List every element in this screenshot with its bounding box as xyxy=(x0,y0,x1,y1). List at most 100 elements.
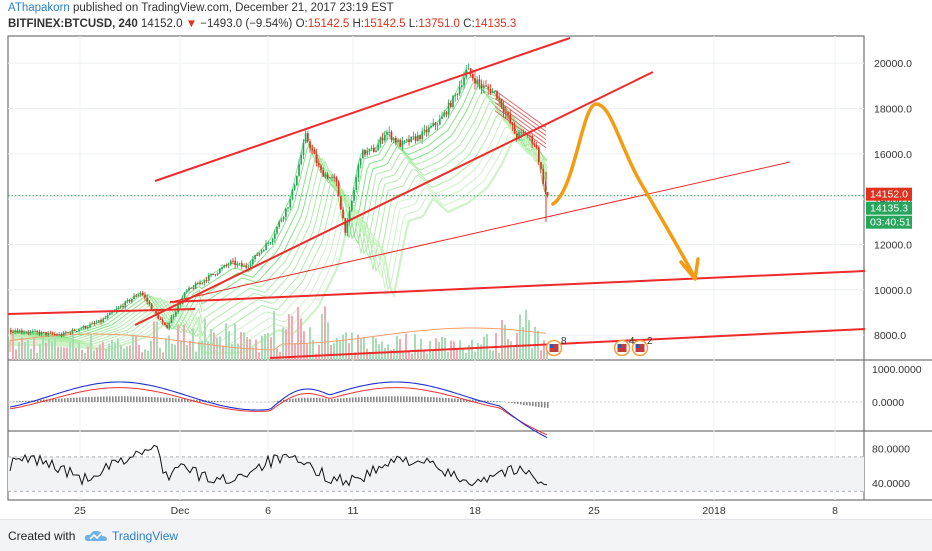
macd-histogram-bar xyxy=(367,397,369,402)
volume-bar xyxy=(204,319,206,360)
candle-body xyxy=(107,315,109,318)
candle-body xyxy=(507,113,509,116)
macd-histogram-bar xyxy=(139,397,141,402)
volume-bar xyxy=(318,345,320,360)
volume-bar xyxy=(222,345,224,360)
macd-histogram-bar xyxy=(487,401,489,402)
candle-body xyxy=(391,132,393,140)
event-count: 2 xyxy=(647,336,653,347)
macd-histogram-bar xyxy=(406,396,408,402)
candle-body xyxy=(237,263,239,265)
volume-bar xyxy=(324,306,326,360)
macd-histogram-bar xyxy=(385,396,387,402)
volume-bar xyxy=(57,347,59,360)
candle-body xyxy=(298,164,300,175)
candle-body xyxy=(36,331,38,332)
support-line-low xyxy=(270,329,865,358)
candle-body xyxy=(369,149,371,151)
candle-body xyxy=(32,331,34,332)
candle-body xyxy=(91,323,93,324)
candle-body xyxy=(14,331,16,332)
volume-bar xyxy=(408,351,410,360)
volume-bar xyxy=(402,351,404,360)
tradingview-link[interactable]: TradingView xyxy=(112,529,178,543)
volume-bar xyxy=(513,347,515,360)
thin-trend-line xyxy=(175,162,790,301)
candle-body xyxy=(479,79,481,84)
macd-histogram-bar xyxy=(496,401,498,402)
candle-body xyxy=(287,207,289,208)
macd-histogram-bar xyxy=(52,399,54,402)
macd-histogram-bar xyxy=(373,397,375,402)
macd-histogram-bar xyxy=(181,399,183,402)
macd-histogram-bar xyxy=(127,396,129,402)
macd-histogram-bar xyxy=(79,397,81,402)
volume-bar xyxy=(267,333,269,360)
volume-bar xyxy=(99,345,101,360)
candle-body xyxy=(347,222,349,233)
candle-body xyxy=(421,131,423,139)
volume-bar xyxy=(192,329,194,360)
volume-bar xyxy=(321,314,323,360)
macd-histogram-bar xyxy=(400,396,402,402)
macd-histogram-bar xyxy=(361,397,363,402)
volume-bar xyxy=(465,353,467,360)
macd-histogram-bar xyxy=(421,397,423,402)
macd-histogram-bar xyxy=(412,396,414,402)
volume-bar xyxy=(189,341,191,360)
volume-bar xyxy=(27,340,29,360)
volume-bar xyxy=(12,334,14,360)
macd-histogram-bar xyxy=(520,402,522,405)
volume-bar xyxy=(36,353,38,360)
candle-body xyxy=(232,261,234,262)
candle-body xyxy=(542,169,544,184)
macd-histogram-bar xyxy=(16,401,18,402)
macd-tick-label: 0.0000 xyxy=(872,397,904,409)
candle-body xyxy=(355,178,357,190)
price-axis: 20000.018000.016000.014000.012000.010000… xyxy=(866,58,922,490)
candle-body xyxy=(120,306,122,307)
volume-bar xyxy=(474,352,476,360)
candle-body xyxy=(505,112,507,113)
candle-body xyxy=(340,196,342,209)
ma-line xyxy=(10,127,547,353)
rsi-band xyxy=(8,457,864,492)
macd-histogram-bar xyxy=(439,398,441,402)
candle-body xyxy=(446,112,448,114)
candle-body xyxy=(360,158,362,165)
candle-body xyxy=(439,119,441,125)
macd-histogram-bar xyxy=(115,396,117,402)
candle-body xyxy=(278,222,280,227)
candle-body xyxy=(512,123,514,125)
candle-body xyxy=(144,295,146,298)
candle-body xyxy=(276,227,278,234)
volume-bar xyxy=(414,334,416,360)
volume-bar xyxy=(471,339,473,360)
volume-bar xyxy=(48,339,50,360)
volume-bar xyxy=(81,350,83,360)
volume-bar xyxy=(174,345,176,360)
chart-area[interactable]: 842 20000.018000.016000.014000.012000.01… xyxy=(0,0,932,519)
candle-body xyxy=(76,331,78,332)
macd-histogram-bar xyxy=(106,396,108,402)
candle-body xyxy=(333,177,335,178)
trend-lines xyxy=(8,38,865,358)
macd-histogram-bar xyxy=(493,401,495,402)
macd-histogram-bar xyxy=(217,401,219,402)
candle-body xyxy=(129,300,131,302)
macd-histogram-bar xyxy=(121,396,123,402)
macd-histogram-bar xyxy=(13,401,15,402)
macd-histogram-bar xyxy=(61,398,63,402)
volume-bar xyxy=(366,349,368,360)
candle-body xyxy=(514,125,516,133)
candle-body xyxy=(10,330,12,332)
volume-bar xyxy=(114,343,116,360)
candle-body xyxy=(366,151,368,155)
macd-histogram-bar xyxy=(382,396,384,402)
macd-histogram-bar xyxy=(430,397,432,402)
candle-body xyxy=(215,274,217,275)
candle-body xyxy=(362,150,364,159)
volume-bar xyxy=(507,339,509,360)
macd-histogram-bar xyxy=(460,399,462,402)
time-tick-label: 25 xyxy=(588,505,600,517)
